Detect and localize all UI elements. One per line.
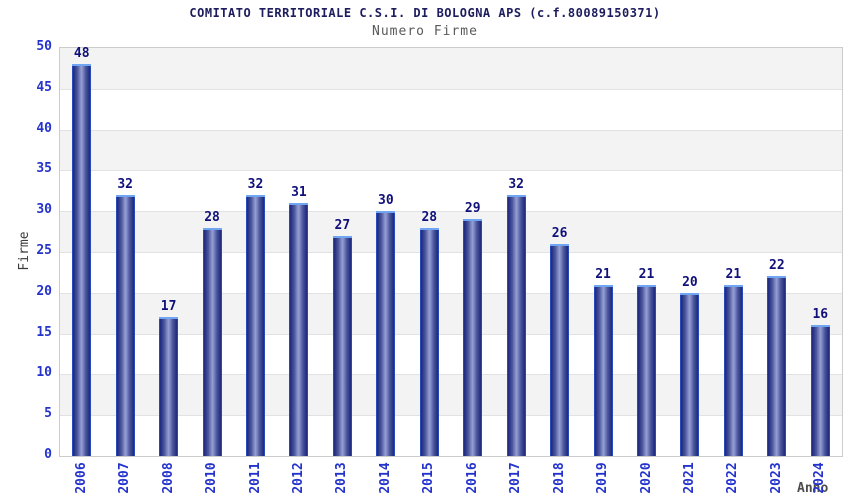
bar xyxy=(376,211,396,456)
gridline xyxy=(60,170,842,172)
bar-value-label: 21 xyxy=(725,266,742,282)
grid-band xyxy=(60,292,842,334)
bar-value-label: 48 xyxy=(73,46,90,62)
bar xyxy=(810,325,830,456)
plot-area: 48 32 17 28 32 31 27 30 28 29 32 26 21 21 20 21 22 16 xyxy=(59,46,843,457)
x-tick-label: 2021 xyxy=(681,462,697,494)
x-tick-label: 2006 xyxy=(73,462,89,494)
y-tick-label: 5 xyxy=(44,406,52,422)
y-tick-label: 0 xyxy=(44,447,52,462)
x-tick-label: 2020 xyxy=(638,462,653,494)
bar xyxy=(593,284,613,456)
y-tick-label: 30 xyxy=(36,202,52,218)
x-axis-title: Anno xyxy=(797,481,829,496)
y-tick-label: 35 xyxy=(36,161,52,177)
grid-band xyxy=(60,252,842,293)
gridline xyxy=(60,415,842,417)
y-tick-label: 50 xyxy=(36,39,52,54)
x-tick-label: 2012 xyxy=(290,462,306,494)
bar-value-label: 21 xyxy=(638,266,655,282)
bar xyxy=(332,235,352,456)
bar xyxy=(463,219,483,456)
bar xyxy=(637,284,656,456)
bar-value-label: 31 xyxy=(291,185,307,201)
grid-band xyxy=(60,211,842,252)
grid-band xyxy=(60,88,842,130)
x-tick-label: 2007 xyxy=(116,462,132,494)
x-tick-label: 2014 xyxy=(377,462,393,494)
y-tick-label: 40 xyxy=(36,120,52,136)
y-tick-label: 45 xyxy=(36,79,52,95)
x-tick-label: 2018 xyxy=(551,462,567,494)
bar xyxy=(550,243,570,456)
gridline xyxy=(60,211,842,213)
bar xyxy=(506,194,526,456)
bar xyxy=(289,203,309,456)
grid-band xyxy=(60,333,842,375)
x-tick-label: 2011 xyxy=(247,462,262,494)
y-tick-label: 10 xyxy=(36,365,52,381)
bar-value-label: 32 xyxy=(117,176,133,192)
bar-value-label: 27 xyxy=(334,217,351,233)
bar xyxy=(159,317,179,456)
bar xyxy=(202,227,222,456)
bar-value-label: 28 xyxy=(204,209,220,225)
bar xyxy=(419,227,439,456)
gridline xyxy=(60,252,842,253)
bar-value-label: 30 xyxy=(378,193,394,209)
gridline xyxy=(60,374,842,376)
grid-band xyxy=(60,374,842,416)
chart-subtitle: Numero Firme xyxy=(372,24,478,39)
gridline xyxy=(60,333,842,335)
x-tick-label: 2016 xyxy=(464,462,480,494)
grid-band xyxy=(60,170,842,212)
grid-band xyxy=(60,48,842,89)
gridline xyxy=(60,88,842,90)
x-tick-label: 2010 xyxy=(203,462,219,494)
chart-title: COMITATO TERRITORIALE C.S.I. DI BOLOGNA … xyxy=(189,6,661,20)
bar-value-label: 28 xyxy=(421,209,438,225)
bar xyxy=(115,194,135,456)
grid-band xyxy=(60,129,842,171)
bar-value-label: 22 xyxy=(769,258,785,274)
bar-value-label: 29 xyxy=(464,201,481,217)
bar xyxy=(680,292,700,456)
x-tick-label: 2024 xyxy=(811,462,827,494)
bar xyxy=(246,194,265,456)
bar xyxy=(723,284,743,456)
gridline xyxy=(60,292,842,294)
bar-value-label: 32 xyxy=(247,176,264,192)
gridline xyxy=(60,129,842,131)
bar-value-label: 16 xyxy=(812,307,829,323)
bar-value-label: 17 xyxy=(160,299,177,315)
x-tick-label: 2008 xyxy=(160,462,176,494)
bar xyxy=(72,64,92,456)
x-tick-label: 2015 xyxy=(420,462,436,494)
x-tick-label: 2019 xyxy=(594,462,610,494)
grid-band xyxy=(60,415,842,456)
y-tick-label: 20 xyxy=(36,283,52,299)
y-tick-label: 15 xyxy=(36,324,52,340)
x-tick-label: 2013 xyxy=(333,462,349,494)
x-tick-label: 2023 xyxy=(768,462,784,494)
y-tick-label: 25 xyxy=(36,243,52,258)
bar-value-label: 20 xyxy=(682,274,698,290)
bar-value-label: 26 xyxy=(551,225,568,241)
x-tick-label: 2017 xyxy=(507,462,523,494)
x-tick-label: 2022 xyxy=(724,462,740,494)
bar xyxy=(767,276,787,456)
bar-value-label: 21 xyxy=(595,266,611,282)
bar-value-label: 32 xyxy=(508,176,524,192)
